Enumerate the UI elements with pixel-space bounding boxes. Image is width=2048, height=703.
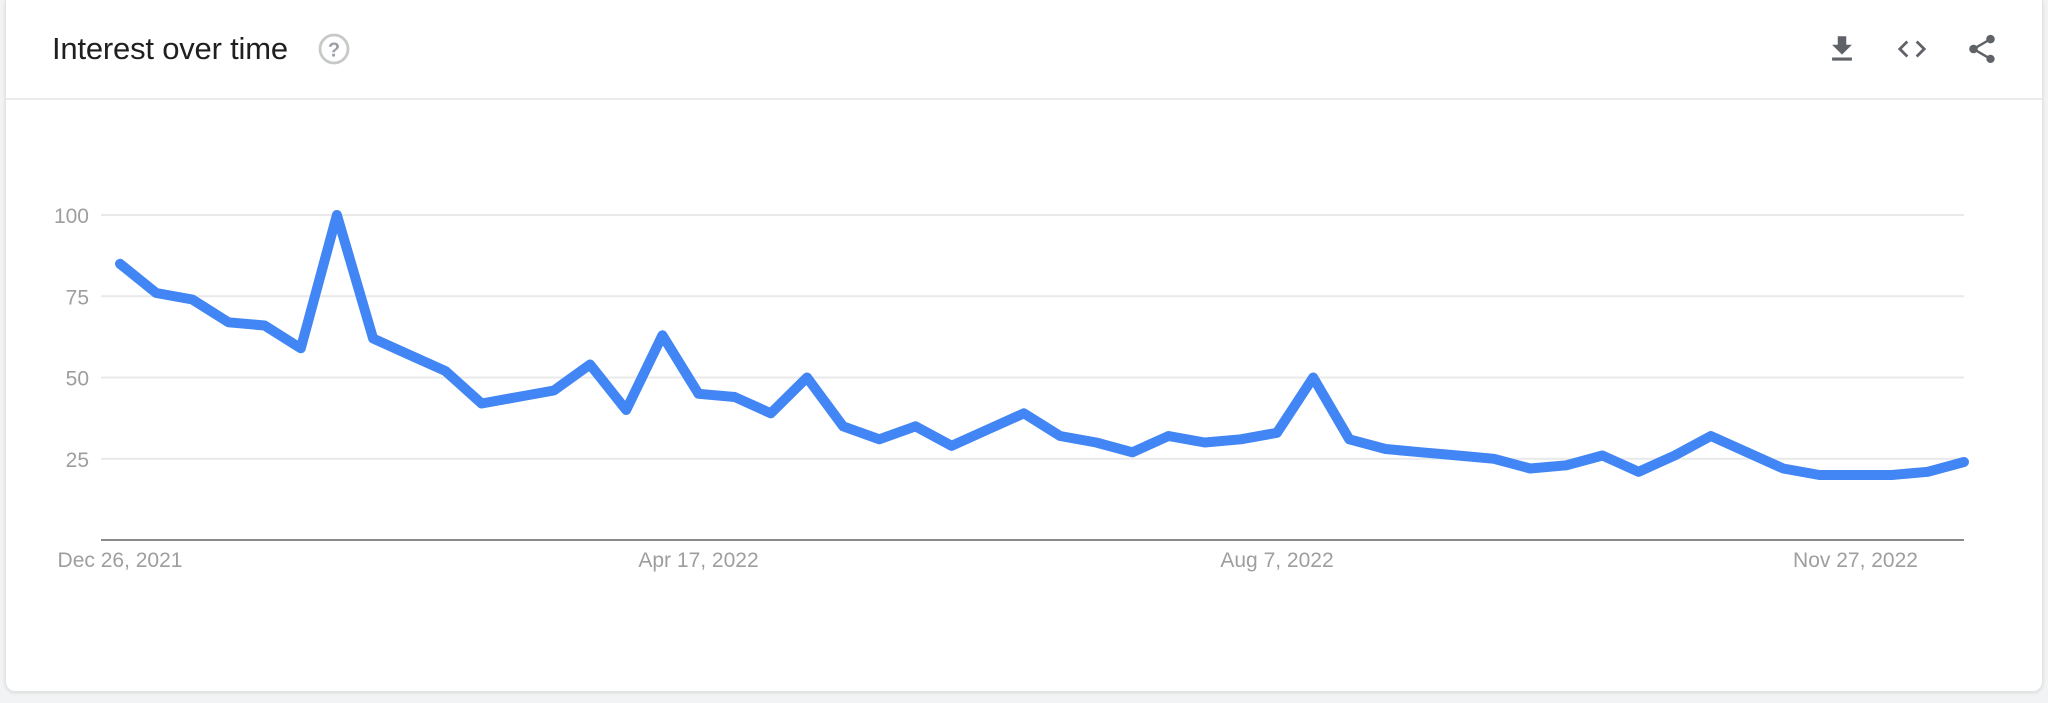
chart-region: 25 50 75 100 Dec 26, 2021 Apr 17, 2022 Aug 7, …	[6, 100, 2042, 691]
embed-button[interactable]	[1895, 32, 1929, 66]
download-button[interactable]	[1825, 32, 1859, 66]
y-tick-label-75: 75	[66, 286, 89, 309]
x-tick-label-1: Apr 17, 2022	[638, 549, 758, 572]
y-tick-label-25: 25	[66, 449, 89, 472]
x-tick-label-3: Nov 27, 2022	[1793, 549, 1918, 572]
header-actions	[1825, 32, 1999, 66]
question-mark-glyph: ?	[328, 40, 340, 62]
x-tick-label-2: Aug 7, 2022	[1220, 549, 1333, 572]
help-circle-icon: ?	[318, 33, 350, 65]
y-tick-label-100: 100	[54, 205, 89, 228]
download-icon	[1832, 36, 1852, 61]
share-icon	[1969, 34, 1995, 64]
interest-over-time-chart[interactable]: 25 50 75 100 Dec 26, 2021 Apr 17, 2022 Aug 7, …	[6, 100, 2042, 691]
interest-over-time-card: Interest over time ?	[5, 0, 2043, 692]
help-button[interactable]: ?	[316, 31, 352, 67]
x-tick-label-0: Dec 26, 2021	[58, 549, 183, 572]
y-tick-label-50: 50	[66, 368, 89, 391]
embed-code-icon	[1897, 40, 1927, 58]
share-button[interactable]	[1965, 32, 1999, 66]
series-line	[115, 210, 1969, 480]
page-title: Interest over time	[52, 31, 288, 66]
chart-header: Interest over time ?	[6, 0, 2042, 100]
